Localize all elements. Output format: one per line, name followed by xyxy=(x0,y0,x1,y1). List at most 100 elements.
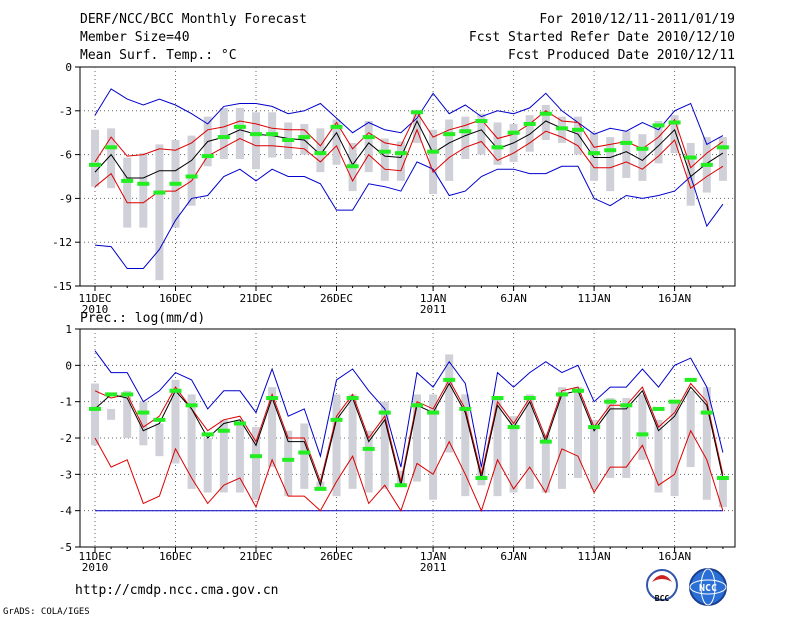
precip-median-marker xyxy=(620,403,633,408)
precip-member-box xyxy=(686,390,695,468)
temp-median-marker xyxy=(507,130,520,135)
temp-member-box xyxy=(380,138,389,181)
temp-member-box xyxy=(574,116,582,155)
temp-median-marker xyxy=(137,181,150,186)
precip-spread-upper-line xyxy=(94,378,724,484)
temp-median-marker xyxy=(185,174,198,179)
precip-y-tick-label: -2 xyxy=(59,432,72,445)
temp-x-tick-label: 16JAN xyxy=(658,292,691,305)
precip-median-marker xyxy=(507,425,520,430)
precip-median-marker xyxy=(668,399,681,404)
temp-median-marker xyxy=(411,110,423,115)
precip-member-box xyxy=(155,423,164,457)
temp-y-tick-label: 0 xyxy=(65,61,72,74)
precip-member-box xyxy=(203,438,212,493)
temp-y-tick-label: -12 xyxy=(52,236,72,249)
temp-median-marker xyxy=(443,132,456,137)
temp-median-marker xyxy=(620,140,633,145)
precip-member-box xyxy=(396,470,405,486)
precip-median-marker xyxy=(105,392,118,397)
precip-median-marker xyxy=(185,403,198,408)
precip-variable-label: Prec.: log(mm/d) xyxy=(80,311,205,326)
precip-member-box xyxy=(429,394,438,500)
precip-x-tick-label: 16JAN xyxy=(658,550,691,563)
temp-median-marker xyxy=(716,145,729,150)
temp-median-marker xyxy=(298,135,311,140)
precip-median-marker xyxy=(217,428,230,433)
temp-member-box xyxy=(654,121,663,164)
precip-median-marker xyxy=(394,483,407,488)
member-size-label: Member Size=40 xyxy=(80,30,190,45)
precip-median-marker xyxy=(233,421,246,426)
temp-member-box xyxy=(332,119,341,165)
temp-member-box xyxy=(123,157,132,228)
temp-member-box xyxy=(525,115,534,152)
bcc-logo-text: BCC xyxy=(655,594,670,603)
precip-member-box xyxy=(300,423,309,489)
precip-median-marker xyxy=(443,377,456,382)
precip-member-box xyxy=(123,390,132,438)
precip-member-box xyxy=(284,430,293,497)
precip-member-box xyxy=(702,387,711,500)
temp-median-marker xyxy=(475,119,488,124)
precip-member-box xyxy=(622,398,631,478)
temp-member-box xyxy=(718,137,727,181)
temp-median-marker xyxy=(89,162,101,167)
temp-median-marker xyxy=(266,132,279,137)
temp-x-year-label: 2011 xyxy=(420,303,447,316)
temp-member-box xyxy=(429,129,438,195)
temp-x-tick-label: 6JAN xyxy=(500,292,527,305)
precip-median-marker xyxy=(362,446,375,451)
temp-member-box xyxy=(91,129,99,187)
ncc-logo: NCC xyxy=(689,568,727,606)
temp-median-marker xyxy=(523,121,536,126)
temp-member-box xyxy=(139,153,148,228)
precip-member-box xyxy=(525,394,534,489)
precip-member-box xyxy=(541,434,550,493)
precip-x-tick-label: 26DEC xyxy=(320,550,353,563)
temp-median-marker xyxy=(459,129,472,134)
precip-member-box xyxy=(461,394,470,497)
temp-median-marker xyxy=(491,145,504,150)
temp-median-marker xyxy=(604,148,617,153)
precip-median-marker xyxy=(459,406,472,411)
temp-median-marker xyxy=(330,124,343,129)
temp-ensemble-min-line xyxy=(94,161,724,269)
temp-member-box xyxy=(235,107,244,159)
precip-median-marker xyxy=(330,417,343,422)
temp-median-marker xyxy=(169,181,182,186)
temp-median-marker xyxy=(346,164,359,169)
temp-x-tick-label: 16DEC xyxy=(159,292,192,305)
precip-member-box xyxy=(557,387,566,489)
started-date-label: Fcst Started Refer Date 2010/12/10 xyxy=(469,30,735,45)
precip-member-box xyxy=(171,379,180,464)
precip-y-tick-label: -5 xyxy=(59,541,72,554)
bcc-logo-ring xyxy=(646,569,678,601)
precip-x-tick-label: 6JAN xyxy=(500,550,527,563)
chart-title: DERF/NCC/BCC Monthly Forecast xyxy=(80,12,307,27)
precip-member-box xyxy=(332,394,341,497)
temp-member-box xyxy=(606,137,615,192)
precip-member-box xyxy=(139,401,148,446)
precip-median-marker xyxy=(539,439,552,444)
precip-member-box xyxy=(235,419,244,493)
temp-median-marker xyxy=(314,151,327,156)
temp-median-marker xyxy=(233,124,246,129)
precip-median-marker xyxy=(121,392,134,397)
temp-median-marker xyxy=(636,146,649,151)
precip-median-marker xyxy=(652,406,665,411)
temp-member-box xyxy=(686,142,695,206)
ncc-logo-meridian xyxy=(700,568,716,606)
precip-x-year-label: 2010 xyxy=(82,561,109,574)
precip-median-marker xyxy=(378,410,391,415)
precip-y-tick-label: 0 xyxy=(65,359,72,372)
ncc-logo-text: NCC xyxy=(699,583,717,594)
precip-member-box xyxy=(718,477,727,508)
temp-member-box xyxy=(252,112,260,170)
precip-member-box xyxy=(638,394,647,460)
temp-median-marker xyxy=(684,155,697,160)
temp-x-tick-label: 21DEC xyxy=(239,292,272,305)
